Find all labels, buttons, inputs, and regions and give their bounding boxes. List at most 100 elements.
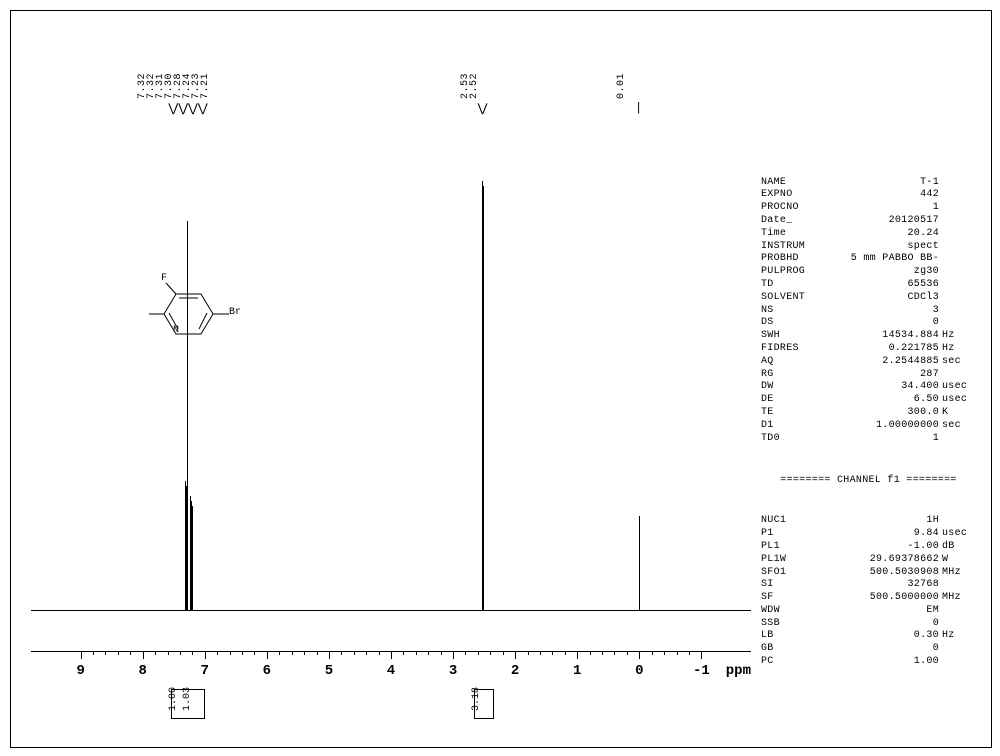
param-value: 6.50	[821, 394, 939, 407]
param-row: LB0.30Hz	[761, 630, 976, 643]
param-unit	[939, 305, 976, 318]
param-row: DW34.400usec	[761, 381, 976, 394]
param-row: EXPNO442	[761, 189, 976, 202]
tick-minor	[242, 651, 243, 655]
param-unit	[939, 292, 976, 305]
tick-minor	[366, 651, 367, 655]
param-unit	[939, 618, 976, 631]
param-unit: sec	[939, 420, 976, 433]
tick-major	[515, 651, 516, 659]
tick-major	[143, 651, 144, 659]
tick-label: 7	[201, 663, 209, 679]
param-unit: MHz	[939, 567, 976, 580]
tick-minor	[677, 651, 678, 655]
param-key: SFO1	[761, 567, 821, 580]
tick-minor	[465, 651, 466, 655]
param-value: 1	[821, 202, 939, 215]
param-key: SOLVENT	[761, 292, 821, 305]
param-value: 300.0	[821, 407, 939, 420]
param-value: 3	[821, 305, 939, 318]
tick-minor	[118, 651, 119, 655]
tick-minor	[292, 651, 293, 655]
figure-frame: 7.327.327.317.307.287.247.237.21⋁⋁⋁⋁2.53…	[10, 10, 992, 748]
param-value: 34.400	[821, 381, 939, 394]
param-value: 1H	[821, 515, 939, 528]
param-row: RG287	[761, 369, 976, 382]
param-value: 29.69378662	[821, 554, 939, 567]
param-row: D11.00000000sec	[761, 420, 976, 433]
param-row: Time20.24	[761, 228, 976, 241]
param-key: SSB	[761, 618, 821, 631]
param-unit: K	[939, 407, 976, 420]
param-row: SF500.5000000MHz	[761, 592, 976, 605]
tick-minor	[552, 651, 553, 655]
tick-minor	[217, 651, 218, 655]
tick-label: 1	[573, 663, 581, 679]
param-key: WDW	[761, 605, 821, 618]
tick-major	[329, 651, 330, 659]
tick-minor	[403, 651, 404, 655]
param-unit: W	[939, 554, 976, 567]
param-value: -1.00	[821, 541, 939, 554]
param-value: 65536	[821, 279, 939, 292]
param-unit	[939, 369, 976, 382]
param-unit: MHz	[939, 592, 976, 605]
param-value: 1.00	[821, 656, 939, 669]
param-key: PL1W	[761, 554, 821, 567]
param-value: spect	[821, 241, 939, 254]
tick-minor	[341, 651, 342, 655]
tick-minor	[105, 651, 106, 655]
tick-major	[577, 651, 578, 659]
param-value: zg30	[821, 266, 939, 279]
tick-major	[205, 651, 206, 659]
param-row: SWH14534.884Hz	[761, 330, 976, 343]
param-key: NAME	[761, 177, 821, 190]
tick-minor	[230, 651, 231, 655]
tick-minor	[379, 651, 380, 655]
tick-minor	[192, 651, 193, 655]
peak-tie-icon: |	[627, 101, 651, 115]
param-unit	[939, 433, 976, 446]
tick-minor	[180, 651, 181, 655]
param-key: DE	[761, 394, 821, 407]
param-unit	[939, 279, 976, 292]
param-value: 1.00000000	[821, 420, 939, 433]
param-unit: usec	[939, 528, 976, 541]
param-value: 500.5030908	[821, 567, 939, 580]
tick-label: 5	[325, 663, 333, 679]
param-unit: dB	[939, 541, 976, 554]
param-key: AQ	[761, 356, 821, 369]
param-row: GB0	[761, 643, 976, 656]
param-unit: Hz	[939, 330, 976, 343]
param-key: PROBHD	[761, 253, 821, 266]
param-unit	[939, 579, 976, 592]
tick-label: 8	[139, 663, 147, 679]
param-value: 442	[821, 189, 939, 202]
peak-tie-icon: ⋁	[471, 101, 495, 116]
param-row: PULPROGzg30	[761, 266, 976, 279]
param-key: PULPROG	[761, 266, 821, 279]
param-row: DE6.50usec	[761, 394, 976, 407]
tick-label: 0	[635, 663, 643, 679]
param-key: SI	[761, 579, 821, 592]
param-key: TD0	[761, 433, 821, 446]
param-row: PL1-1.00dB	[761, 541, 976, 554]
param-value: 9.84	[821, 528, 939, 541]
tick-label: -1	[693, 663, 710, 679]
param-row: NS3	[761, 305, 976, 318]
param-value: T-1	[821, 177, 939, 190]
param-key: NUC1	[761, 515, 821, 528]
tick-label: 6	[263, 663, 271, 679]
tick-minor	[354, 651, 355, 655]
param-unit: Hz	[939, 343, 976, 356]
param-value: 0	[821, 317, 939, 330]
peak-label-group: 0.01|	[627, 61, 651, 115]
peak-methyl	[483, 186, 484, 611]
param-value: 0	[821, 618, 939, 631]
param-key: GB	[761, 643, 821, 656]
acquisition-parameters: NAMET-1EXPNO442PROCNO1Date_20120517Time2…	[761, 151, 976, 694]
tick-minor	[155, 651, 156, 655]
tick-minor	[279, 651, 280, 655]
nmr-spectrum-plot	[31, 151, 751, 621]
peak-aromatic	[187, 221, 188, 611]
